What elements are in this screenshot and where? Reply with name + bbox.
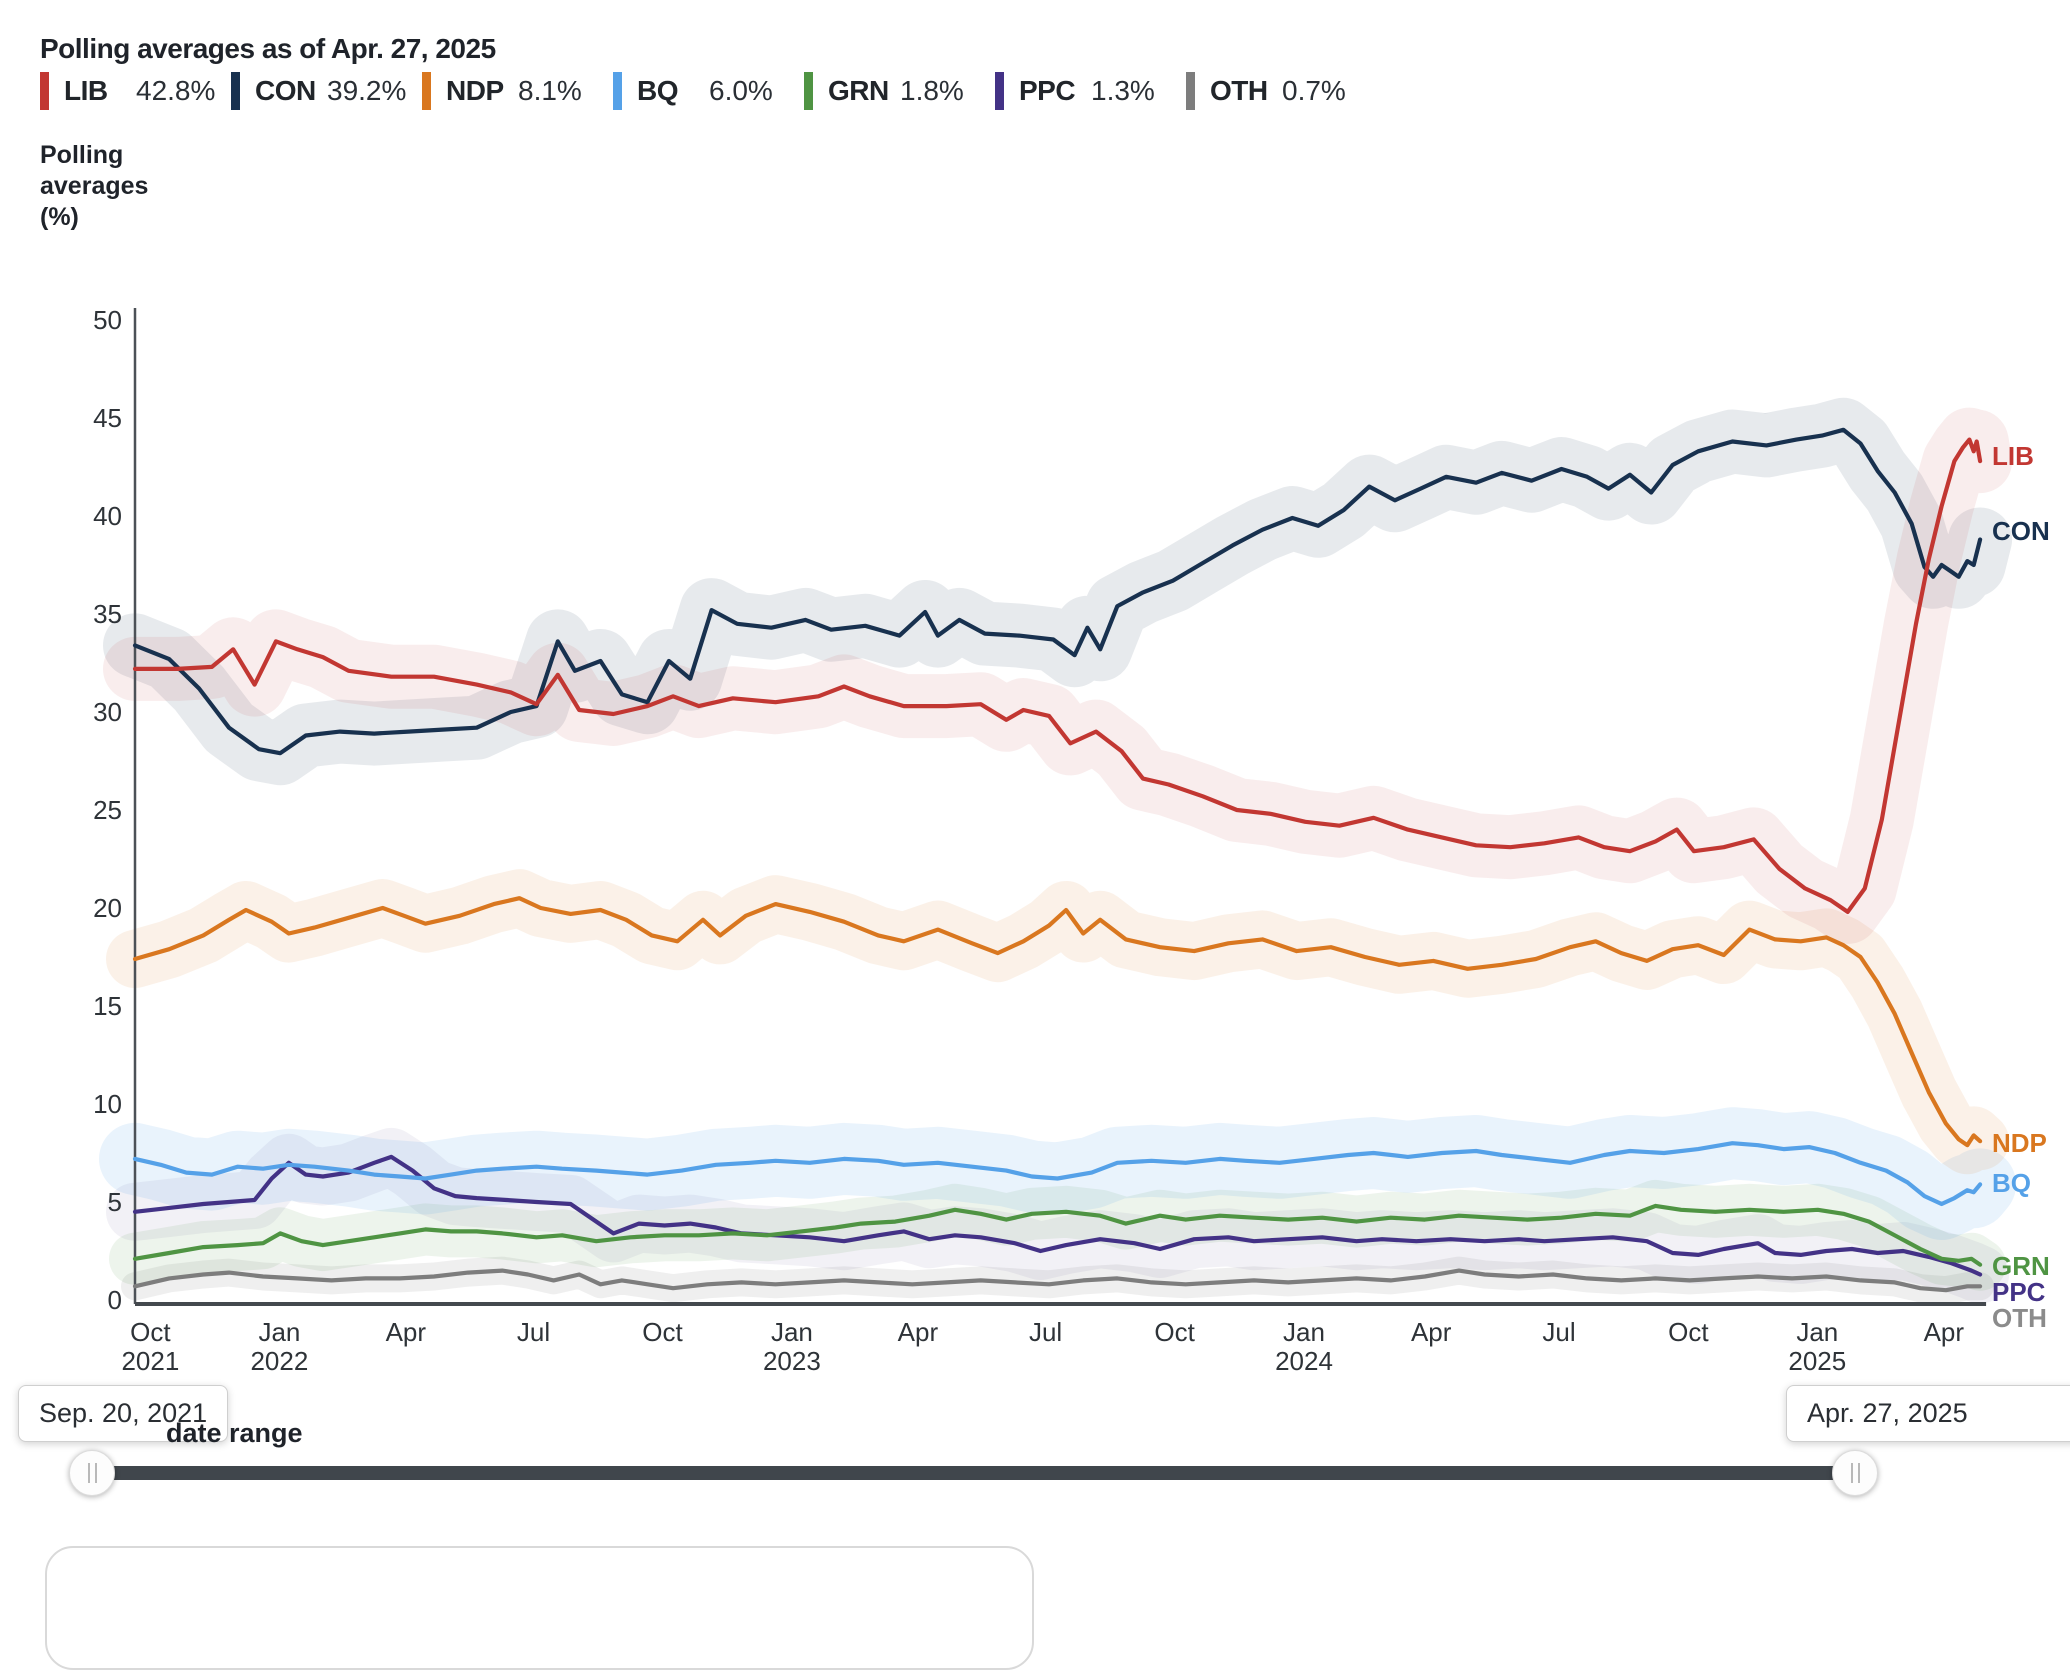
date-range-label: date range <box>166 1418 303 1448</box>
handle-grip-icon <box>1857 1463 1860 1483</box>
series-line-bq <box>132 1141 1983 1207</box>
handle-grip-icon <box>1850 1463 1853 1483</box>
legend-party-value: 1.3% <box>1091 75 1155 106</box>
legend-swatch-icon <box>995 72 1004 110</box>
x-tick-label: Jul <box>1029 1317 1062 1347</box>
legend-party-label: OTH <box>1210 75 1268 106</box>
x-tick-year-label: 2024 <box>1275 1346 1333 1376</box>
legend-party-label: LIB <box>64 75 108 106</box>
handle-grip-icon <box>87 1463 90 1483</box>
series-line-ppc <box>132 1154 1983 1277</box>
y-tick-label: 35 <box>93 599 122 629</box>
legend-swatch-icon <box>804 72 813 110</box>
y-tick-label: 45 <box>93 403 122 433</box>
series-end-label-ndp: NDP <box>1992 1128 2047 1158</box>
legend-party-label: BQ <box>637 75 679 106</box>
y-tick-label: 50 <box>93 305 122 335</box>
series-line-con <box>132 427 1983 756</box>
legend-party-label: NDP <box>446 75 504 106</box>
series-end-label-grn: GRN <box>1992 1251 2050 1281</box>
x-tick-label: Jan <box>1796 1317 1838 1347</box>
series-end-label-ppc: PPC <box>1992 1277 2046 1307</box>
legend-item-oth[interactable]: OTH 0.7% <box>1186 72 1377 110</box>
x-tick-year-label: 2022 <box>250 1346 308 1376</box>
legend-item-grn[interactable]: GRN 1.8% <box>804 72 995 110</box>
legend-party-value: 39.2% <box>327 75 407 106</box>
legend-party-value: 42.8% <box>136 75 216 106</box>
x-tick-label: Oct <box>642 1317 683 1347</box>
date-range-slider-handle-start[interactable] <box>69 1450 115 1496</box>
x-tick-label: Apr <box>1924 1317 1965 1347</box>
legend-party-value: 8.1% <box>518 75 582 106</box>
legend-swatch-icon <box>422 72 431 110</box>
bottom-panel <box>45 1546 1034 1670</box>
series-line-ndp <box>132 896 1983 1148</box>
x-tick-label: Oct <box>1668 1317 1709 1347</box>
legend-swatch-icon <box>231 72 240 110</box>
legend-party-value: 6.0% <box>709 75 773 106</box>
legend-item-lib[interactable]: LIB 42.8% <box>40 72 231 110</box>
y-tick-label: 15 <box>93 991 122 1021</box>
y-tick-label: 30 <box>93 697 122 727</box>
series-end-label-bq: BQ <box>1992 1168 2031 1198</box>
series-line-lib <box>132 437 1983 915</box>
legend-party-label: PPC <box>1019 75 1076 106</box>
legend-party-label: CON <box>255 75 316 106</box>
series-end-label-lib: LIB <box>1992 441 2034 471</box>
date-range-end-tooltip: Apr. 27, 2025 <box>1786 1385 2070 1442</box>
legend-item-con[interactable]: CON 39.2% <box>231 72 422 110</box>
legend-party-value: 1.8% <box>900 75 964 106</box>
x-tick-label: Oct <box>130 1317 171 1347</box>
legend-swatch-icon <box>40 72 49 110</box>
series-line-grn <box>132 1203 1983 1267</box>
y-tick-label: 0 <box>108 1285 122 1315</box>
y-tick-label: 5 <box>108 1187 122 1217</box>
x-tick-label: Jan <box>771 1317 813 1347</box>
x-tick-label: Jul <box>517 1317 550 1347</box>
x-tick-year-label: 2025 <box>1788 1346 1846 1376</box>
page-title: Polling averages as of Apr. 27, 2025 <box>40 33 496 64</box>
x-tick-label: Oct <box>1154 1317 1195 1347</box>
y-axis-title: Polling averages (%) <box>40 141 149 231</box>
x-tick-label: Apr <box>898 1317 939 1347</box>
y-tick-label: 40 <box>93 501 122 531</box>
legend: LIB 42.8% CON 39.2% NDP 8.1% BQ 6.0% GRN… <box>40 72 1377 110</box>
legend-item-ppc[interactable]: PPC 1.3% <box>995 72 1186 110</box>
y-tick-label: 20 <box>93 893 122 923</box>
series-end-label-con: CON <box>1992 516 2050 546</box>
series-band-ndp <box>106 869 2010 1175</box>
legend-swatch-icon <box>613 72 622 110</box>
legend-item-ndp[interactable]: NDP 8.1% <box>422 72 613 110</box>
x-tick-label: Jan <box>1283 1317 1325 1347</box>
date-range-slider-handle-end[interactable] <box>1832 1450 1878 1496</box>
date-range-slider-track[interactable] <box>100 1466 1858 1480</box>
x-tick-label: Jul <box>1542 1317 1575 1347</box>
handle-grip-icon <box>94 1463 97 1483</box>
legend-swatch-icon <box>1186 72 1195 110</box>
legend-item-bq[interactable]: BQ 6.0% <box>613 72 804 110</box>
y-tick-label: 10 <box>93 1089 122 1119</box>
series-end-label-oth: OTH <box>1992 1303 2047 1333</box>
y-tick-label: 25 <box>93 795 122 825</box>
x-tick-label: Apr <box>1411 1317 1452 1347</box>
x-tick-label: Jan <box>258 1317 300 1347</box>
x-tick-year-label: 2023 <box>763 1346 821 1376</box>
series-line-oth <box>132 1268 1983 1293</box>
x-tick-year-label: 2021 <box>121 1346 179 1376</box>
legend-party-value: 0.7% <box>1282 75 1346 106</box>
legend-party-label: GRN <box>828 75 889 106</box>
date-range-start-tooltip: Sep. 20, 2021 <box>18 1385 229 1442</box>
x-tick-label: Apr <box>386 1317 427 1347</box>
